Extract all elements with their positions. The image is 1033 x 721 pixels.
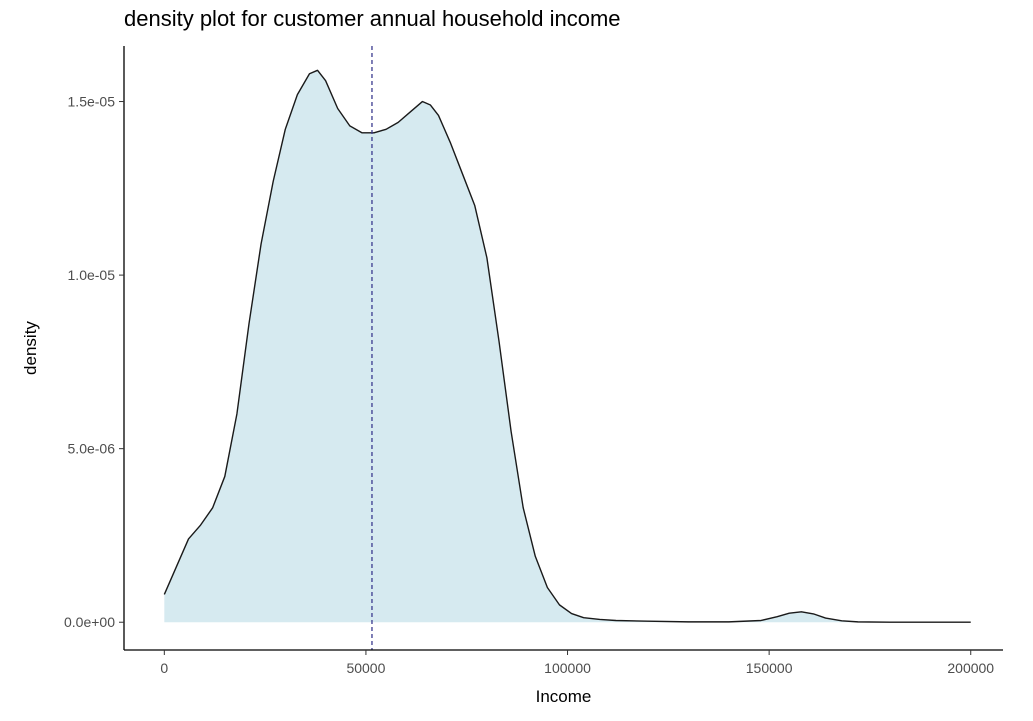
y-tick-label: 5.0e-06 (68, 441, 116, 457)
x-axis-title: Income (536, 687, 592, 706)
x-axis-ticks: 0 50000 100000 150000 200000 (160, 650, 994, 676)
x-tick-label: 150000 (746, 660, 793, 676)
plot-marks (163, 46, 971, 650)
y-axis-ticks: 0.0e+00 5.0e-06 1.0e-05 1.5e-05 (64, 94, 124, 630)
y-tick-label: 1.0e-05 (68, 267, 116, 283)
x-tick-label: 0 (160, 660, 168, 676)
density-line (163, 69, 971, 623)
x-tick-label: 100000 (544, 660, 591, 676)
chart-title: density plot for customer annual househo… (124, 6, 621, 31)
x-tick-label: 50000 (346, 660, 385, 676)
y-tick-label: 0.0e+00 (64, 614, 115, 630)
density-area (164, 70, 971, 623)
y-axis-title: density (21, 321, 40, 375)
x-tick-label: 200000 (947, 660, 994, 676)
y-tick-label: 1.5e-05 (68, 94, 116, 110)
